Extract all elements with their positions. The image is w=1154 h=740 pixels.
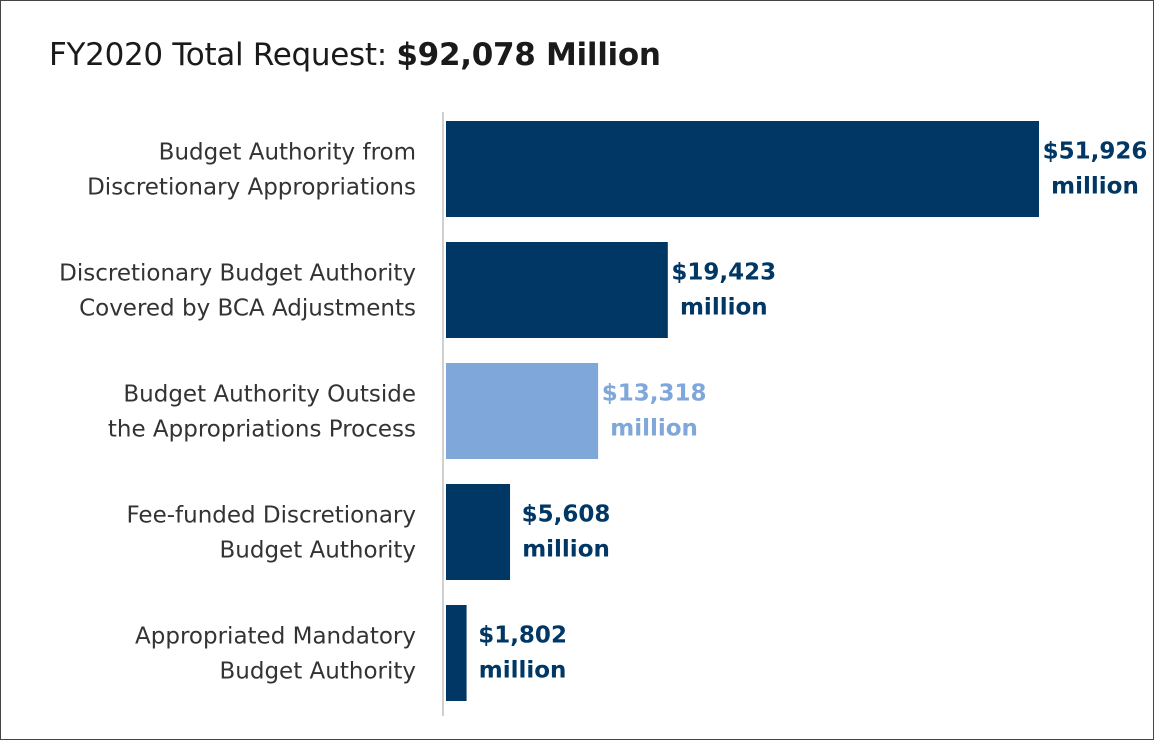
value-label-1-line-1: $51,926 [1043,139,1148,165]
value-label-5-line-1: $1,802 [478,623,567,649]
value-label-5-line-2: million [479,658,567,684]
category-label-4-line-1: Fee-funded Discretionary [126,503,416,529]
title-amount: $92,078 Million [396,37,661,73]
value-label-3-line-2: million [610,416,698,442]
category-label-1-line-2: Discretionary Appropriations [87,175,416,201]
chart-title: FY2020 Total Request: $92,078 Million [49,37,661,73]
category-label-4-line-2: Budget Authority [220,538,417,564]
category-label-1-line-1: Budget Authority from [159,140,416,166]
bar-1 [446,121,1039,217]
category-label-3-line-2: the Appropriations Process [108,417,416,443]
value-label-3-line-1: $13,318 [602,381,707,407]
bar-4 [446,484,511,580]
bar-3 [446,363,599,459]
category-label-5-line-2: Budget Authority [220,659,417,685]
value-label-2-line-1: $19,423 [671,260,776,286]
bars-group: Budget Authority from Discretionary Appro… [59,121,1147,701]
category-label-3-line-1: Budget Authority Outside [123,382,416,408]
value-label-4-line-1: $5,608 [522,502,611,528]
title-prefix: FY2020 Total Request: [49,37,387,73]
value-label-1-line-2: million [1051,174,1139,200]
bar-2 [446,242,668,338]
value-label-4-line-2: million [522,537,610,563]
value-label-2-line-2: million [680,295,768,321]
category-label-2-line-1: Discretionary Budget Authority [59,261,416,287]
category-label-2-line-2: Covered by BCA Adjustments [79,296,416,322]
category-label-5-line-1: Appropriated Mandatory [135,624,416,650]
bar-5 [446,605,467,701]
